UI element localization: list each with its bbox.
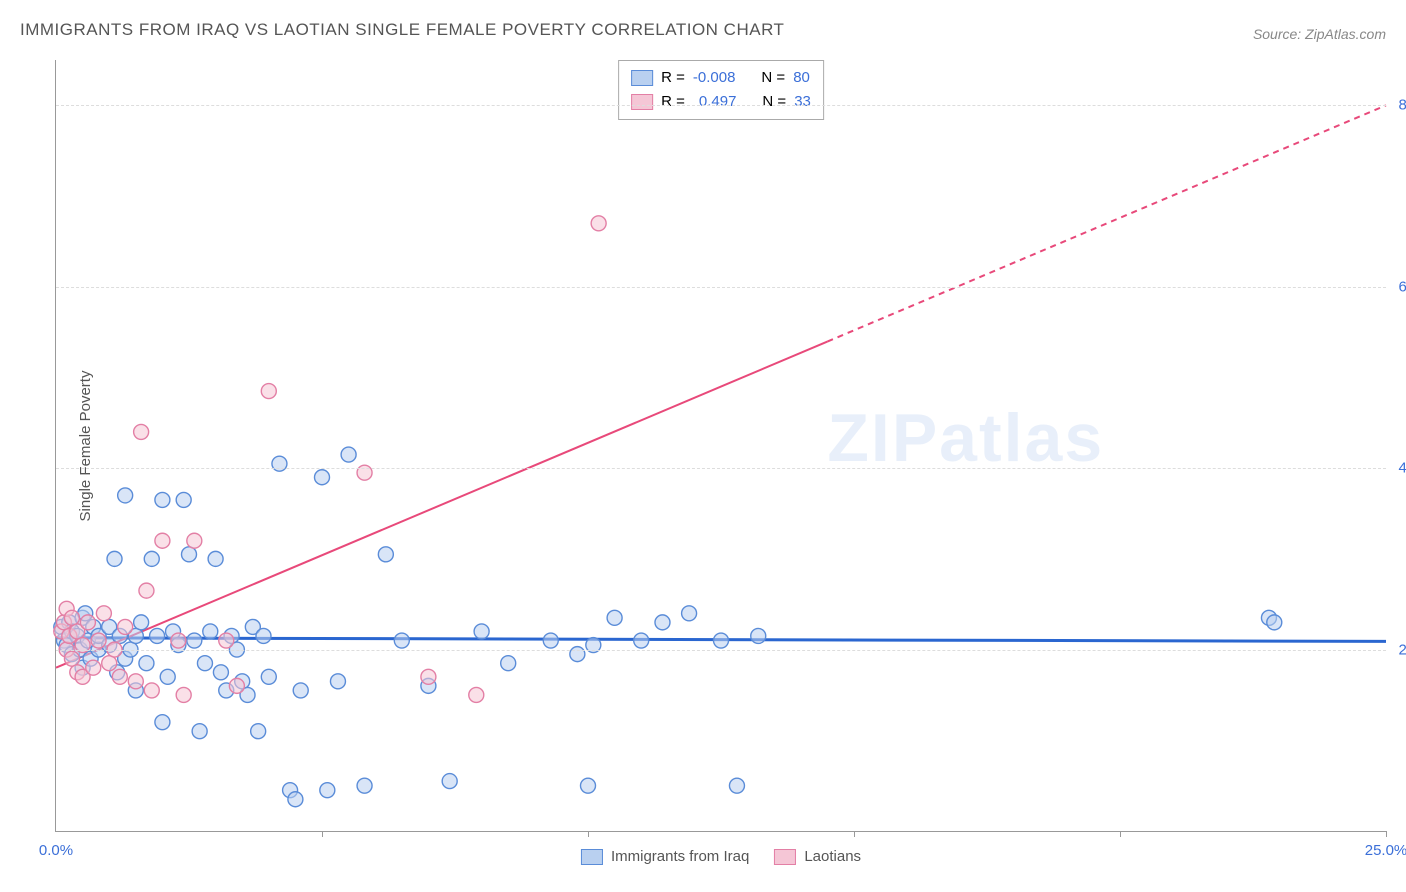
legend-item-laotian: Laotians	[774, 848, 861, 865]
scatter-point-iraq	[729, 778, 744, 793]
scatter-svg	[56, 60, 1386, 831]
y-tick-label: 60.0%	[1398, 278, 1406, 295]
scatter-point-laotian	[64, 651, 79, 666]
scatter-point-iraq	[293, 683, 308, 698]
legend-swatch-iraq-bottom	[581, 849, 603, 865]
x-tick-label: 25.0%	[1365, 842, 1406, 859]
scatter-point-laotian	[187, 533, 202, 548]
plot-area: ZIPatlas R = -0.008 N = 80 R = 0.497 N =…	[55, 60, 1386, 832]
scatter-point-laotian	[118, 619, 133, 634]
scatter-point-iraq	[501, 656, 516, 671]
grid-line	[56, 105, 1386, 106]
scatter-point-iraq	[634, 633, 649, 648]
scatter-point-iraq	[134, 615, 149, 630]
scatter-point-laotian	[128, 674, 143, 689]
x-tick	[1386, 831, 1387, 837]
y-tick-label: 20.0%	[1398, 641, 1406, 658]
scatter-point-laotian	[469, 687, 484, 702]
scatter-point-iraq	[330, 674, 345, 689]
grid-line	[56, 468, 1386, 469]
scatter-point-iraq	[320, 783, 335, 798]
scatter-point-iraq	[251, 724, 266, 739]
scatter-point-iraq	[187, 633, 202, 648]
legend-item-iraq: Immigrants from Iraq	[581, 848, 749, 865]
scatter-point-iraq	[155, 715, 170, 730]
scatter-point-iraq	[144, 551, 159, 566]
scatter-point-laotian	[112, 669, 127, 684]
scatter-point-iraq	[607, 610, 622, 625]
x-tick	[322, 831, 323, 837]
scatter-point-iraq	[208, 551, 223, 566]
scatter-point-iraq	[155, 492, 170, 507]
scatter-point-iraq	[256, 628, 271, 643]
series-legend: Immigrants from Iraq Laotians	[581, 848, 861, 865]
x-tick	[854, 831, 855, 837]
scatter-point-laotian	[171, 633, 186, 648]
scatter-point-iraq	[192, 724, 207, 739]
scatter-point-iraq	[341, 447, 356, 462]
scatter-point-iraq	[543, 633, 558, 648]
scatter-point-iraq	[394, 633, 409, 648]
scatter-point-laotian	[86, 660, 101, 675]
scatter-point-iraq	[1267, 615, 1282, 630]
x-tick-label: 0.0%	[39, 842, 73, 859]
chart-title: IMMIGRANTS FROM IRAQ VS LAOTIAN SINGLE F…	[20, 20, 784, 40]
scatter-point-iraq	[182, 547, 197, 562]
scatter-point-laotian	[229, 678, 244, 693]
trend-line-laotian	[56, 342, 827, 668]
scatter-point-laotian	[144, 683, 159, 698]
scatter-point-laotian	[176, 687, 191, 702]
source-attribution: Source: ZipAtlas.com	[1253, 26, 1386, 42]
scatter-point-laotian	[261, 384, 276, 399]
scatter-point-laotian	[102, 656, 117, 671]
scatter-point-iraq	[139, 656, 154, 671]
scatter-point-iraq	[714, 633, 729, 648]
scatter-point-iraq	[213, 665, 228, 680]
scatter-point-iraq	[442, 774, 457, 789]
legend-swatch-laotian-bottom	[774, 849, 796, 865]
scatter-point-laotian	[64, 610, 79, 625]
scatter-point-iraq	[357, 778, 372, 793]
scatter-point-iraq	[197, 656, 212, 671]
scatter-point-iraq	[751, 628, 766, 643]
grid-line	[56, 287, 1386, 288]
scatter-point-iraq	[315, 470, 330, 485]
grid-line	[56, 650, 1386, 651]
scatter-point-iraq	[378, 547, 393, 562]
scatter-point-iraq	[581, 778, 596, 793]
scatter-point-laotian	[80, 615, 95, 630]
scatter-point-laotian	[96, 606, 111, 621]
scatter-point-laotian	[591, 216, 606, 231]
scatter-point-iraq	[160, 669, 175, 684]
scatter-point-iraq	[150, 628, 165, 643]
scatter-point-laotian	[134, 424, 149, 439]
scatter-point-laotian	[91, 633, 106, 648]
y-tick-label: 40.0%	[1398, 460, 1406, 477]
scatter-point-laotian	[155, 533, 170, 548]
legend-label-iraq: Immigrants from Iraq	[611, 848, 749, 865]
scatter-point-iraq	[474, 624, 489, 639]
scatter-point-iraq	[655, 615, 670, 630]
x-tick	[588, 831, 589, 837]
scatter-point-iraq	[107, 551, 122, 566]
legend-label-laotian: Laotians	[804, 848, 861, 865]
trend-line-dashed-laotian	[827, 105, 1386, 341]
scatter-point-iraq	[176, 492, 191, 507]
scatter-point-iraq	[203, 624, 218, 639]
scatter-point-laotian	[139, 583, 154, 598]
chart-container: IMMIGRANTS FROM IRAQ VS LAOTIAN SINGLE F…	[0, 0, 1406, 892]
x-tick	[1120, 831, 1121, 837]
scatter-point-laotian	[421, 669, 436, 684]
scatter-point-iraq	[261, 669, 276, 684]
scatter-point-iraq	[288, 792, 303, 807]
scatter-point-iraq	[682, 606, 697, 621]
scatter-point-iraq	[118, 488, 133, 503]
scatter-point-laotian	[219, 633, 234, 648]
y-tick-label: 80.0%	[1398, 97, 1406, 114]
